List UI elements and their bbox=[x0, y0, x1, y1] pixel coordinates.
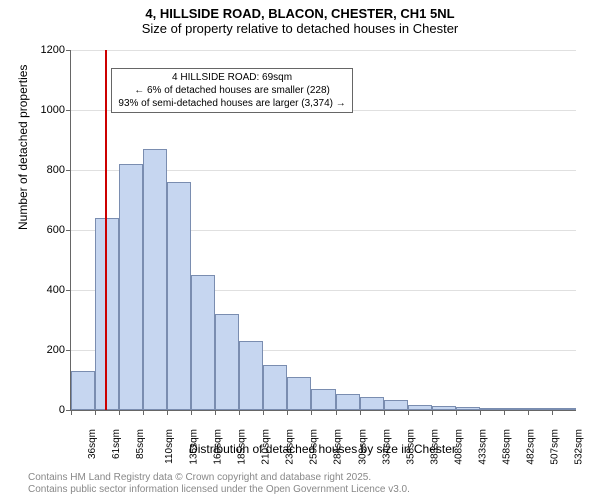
x-tick-mark bbox=[456, 410, 457, 415]
footer-line2: Contains public sector information licen… bbox=[28, 484, 410, 496]
x-tick-mark bbox=[336, 410, 337, 415]
x-tick-mark bbox=[311, 410, 312, 415]
histogram-bar bbox=[432, 406, 456, 410]
histogram-bar bbox=[263, 365, 287, 410]
histogram-bar bbox=[504, 408, 528, 410]
histogram-bar bbox=[119, 164, 143, 410]
title-block: 4, HILLSIDE ROAD, BLACON, CHESTER, CH1 5… bbox=[0, 0, 600, 36]
annotation-box: 4 HILLSIDE ROAD: 69sqm← 6% of detached h… bbox=[111, 68, 352, 113]
y-tick-label: 1200 bbox=[33, 44, 65, 56]
x-tick-mark bbox=[408, 410, 409, 415]
histogram-bar bbox=[336, 394, 360, 411]
histogram-bar bbox=[311, 389, 335, 410]
histogram-bar bbox=[191, 275, 215, 410]
x-tick-label: 532sqm bbox=[574, 429, 585, 465]
x-tick-mark bbox=[95, 410, 96, 415]
histogram-bar bbox=[456, 407, 480, 410]
histogram-bar bbox=[287, 377, 311, 410]
annotation-line1: 4 HILLSIDE ROAD: 69sqm bbox=[118, 71, 345, 84]
x-tick-mark bbox=[191, 410, 192, 415]
x-tick-mark bbox=[287, 410, 288, 415]
chart-container: 4, HILLSIDE ROAD, BLACON, CHESTER, CH1 5… bbox=[0, 0, 600, 500]
y-tick-label: 200 bbox=[33, 344, 65, 356]
y-tick-mark bbox=[66, 170, 71, 171]
x-tick-mark bbox=[504, 410, 505, 415]
annotation-line2: ← 6% of detached houses are smaller (228… bbox=[118, 84, 345, 97]
y-tick-mark bbox=[66, 230, 71, 231]
x-tick-mark bbox=[552, 410, 553, 415]
x-tick-mark bbox=[384, 410, 385, 415]
y-tick-label: 800 bbox=[33, 164, 65, 176]
histogram-bar bbox=[360, 397, 384, 411]
x-tick-mark bbox=[167, 410, 168, 415]
y-tick-mark bbox=[66, 110, 71, 111]
y-axis-label: Number of detached properties bbox=[16, 65, 30, 230]
y-tick-mark bbox=[66, 50, 71, 51]
y-tick-mark bbox=[66, 290, 71, 291]
y-tick-label: 0 bbox=[33, 404, 65, 416]
histogram-bar bbox=[143, 149, 167, 410]
x-tick-mark bbox=[432, 410, 433, 415]
histogram-bar bbox=[71, 371, 95, 410]
footer-credits: Contains HM Land Registry data © Crown c… bbox=[28, 472, 410, 496]
y-tick-label: 600 bbox=[33, 224, 65, 236]
footer-line1: Contains HM Land Registry data © Crown c… bbox=[28, 472, 410, 484]
grid-line bbox=[71, 50, 576, 51]
histogram-bar bbox=[480, 408, 504, 410]
histogram-bar bbox=[384, 400, 408, 410]
x-tick-mark bbox=[480, 410, 481, 415]
x-axis-label: Distribution of detached houses by size … bbox=[70, 442, 575, 456]
x-tick-mark bbox=[71, 410, 72, 415]
title-line1: 4, HILLSIDE ROAD, BLACON, CHESTER, CH1 5… bbox=[0, 6, 600, 21]
histogram-bar bbox=[552, 408, 576, 410]
chart-plot-area: 02004006008001000120036sqm61sqm85sqm110s… bbox=[70, 50, 576, 411]
x-tick-mark bbox=[143, 410, 144, 415]
histogram-bar bbox=[239, 341, 263, 410]
x-tick-mark bbox=[215, 410, 216, 415]
x-tick-mark bbox=[119, 410, 120, 415]
property-marker-line bbox=[105, 50, 107, 410]
x-tick-mark bbox=[239, 410, 240, 415]
histogram-bar bbox=[167, 182, 191, 410]
histogram-bar bbox=[408, 405, 432, 410]
x-tick-mark bbox=[360, 410, 361, 415]
title-line2: Size of property relative to detached ho… bbox=[0, 21, 600, 36]
y-tick-label: 400 bbox=[33, 284, 65, 296]
annotation-line3: 93% of semi-detached houses are larger (… bbox=[118, 97, 345, 110]
histogram-bar bbox=[215, 314, 239, 410]
y-tick-label: 1000 bbox=[33, 104, 65, 116]
y-tick-mark bbox=[66, 350, 71, 351]
x-tick-mark bbox=[528, 410, 529, 415]
x-tick-mark bbox=[263, 410, 264, 415]
histogram-bar bbox=[528, 408, 552, 410]
